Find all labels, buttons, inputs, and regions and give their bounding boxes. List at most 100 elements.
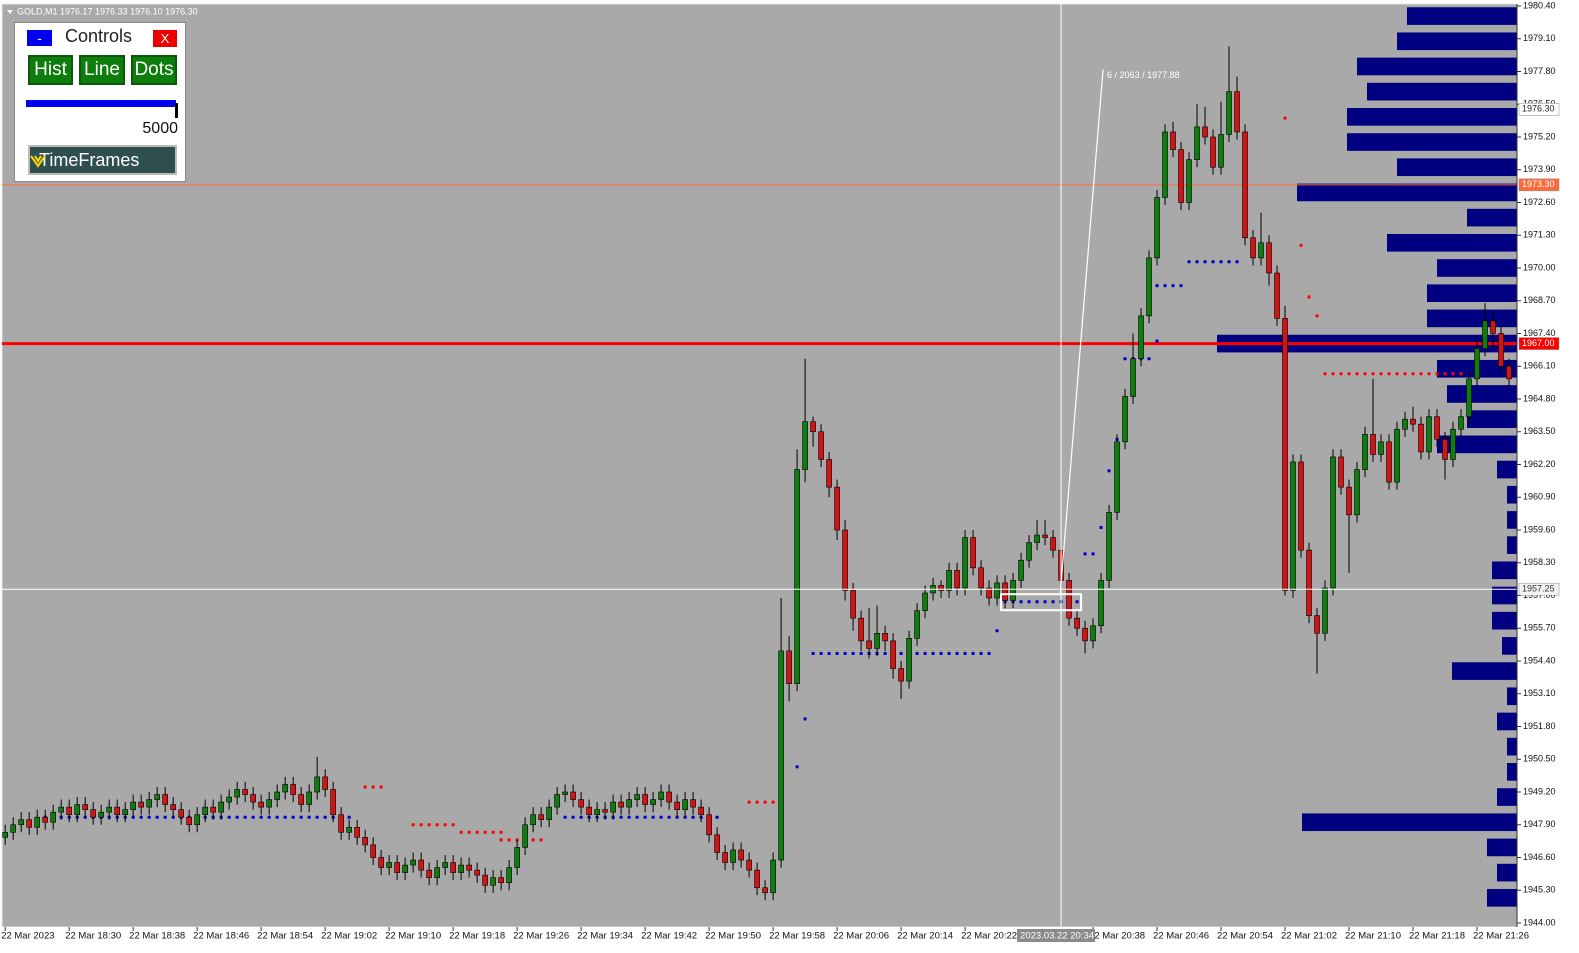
x-tick-label: 22 Mar 19:42 [641, 931, 697, 942]
x-tick-label: 22 Mar 18:30 [65, 931, 121, 942]
candle-body [954, 570, 960, 589]
profile-bar [1397, 158, 1517, 177]
timeframes-label: TimeFrames [39, 149, 140, 170]
candle-body [386, 862, 392, 868]
candle-body [1298, 461, 1304, 551]
y-tick-label: 1950.50 [1523, 754, 1556, 764]
profile-bar [1437, 435, 1517, 454]
x-tick-label: 22 Mar 19:02 [321, 931, 377, 942]
price-line-label-box [1518, 178, 1560, 192]
profile-bar [1427, 284, 1517, 303]
candle-body [1322, 587, 1328, 634]
candle-body [786, 650, 792, 684]
candle-body [970, 537, 976, 569]
close-button[interactable]: X [153, 30, 177, 47]
candle-body [754, 869, 760, 889]
candle-body [762, 887, 768, 894]
hist-button[interactable]: Hist [28, 55, 73, 85]
profile-bar [1467, 410, 1517, 428]
y-tick-label: 1979.10 [1523, 33, 1556, 43]
profile-bar [1487, 838, 1517, 857]
candle-body [714, 834, 720, 853]
timeframes-button[interactable]: TimeFrames [28, 145, 177, 175]
x-tick-label: 22 Mar 20:14 [897, 931, 953, 942]
candle-body [962, 537, 968, 589]
y-tick-label: 1971.30 [1523, 230, 1556, 240]
candle-body [1250, 237, 1256, 259]
line-button[interactable]: Line [79, 55, 125, 85]
profile-bar [1347, 108, 1517, 126]
candle-body [1202, 126, 1208, 138]
y-tick-label: 1972.60 [1523, 197, 1556, 207]
profile-bar [1507, 485, 1517, 504]
candle-body [658, 791, 664, 800]
minimize-button[interactable]: - [27, 30, 52, 46]
candle-body [586, 806, 592, 815]
y-tick-label: 1964.80 [1523, 393, 1556, 403]
slider-thumb[interactable] [175, 103, 178, 118]
candle-body [1138, 315, 1144, 359]
candle-body [290, 784, 296, 795]
x-tick-label: 22 Mar 18:46 [193, 931, 249, 942]
x-tick-label: 22 Mar 21:18 [1409, 931, 1465, 942]
x-tick-label: 22 Mar 20:54 [1217, 931, 1273, 942]
candle-body [1090, 625, 1096, 642]
candle-body [1386, 441, 1392, 483]
ruler-line [1059, 69, 1104, 594]
candle-body [546, 806, 552, 821]
candle-body [730, 849, 736, 863]
profile-bar [1367, 82, 1517, 101]
slider-track[interactable] [26, 100, 176, 107]
profile-bar [1507, 763, 1517, 781]
ruler-label: 6 / 2063 / 1977.88 [1107, 70, 1180, 80]
candle-body [1402, 418, 1408, 430]
candle-body [1194, 126, 1200, 160]
x-tick-label: 22 Mar 21:10 [1345, 931, 1401, 942]
candle-body [434, 867, 440, 878]
candle-body [722, 852, 728, 863]
candle-body [250, 794, 256, 803]
candle-body [1066, 580, 1072, 619]
y-tick-label: 1973.90 [1523, 164, 1556, 174]
profile-bar [1347, 133, 1517, 151]
candle-body [650, 799, 656, 805]
candle-body [794, 469, 800, 684]
candle-body [1226, 91, 1232, 135]
candle-body [522, 824, 528, 848]
dots-button[interactable]: Dots [131, 55, 177, 85]
candle-body [1338, 456, 1344, 488]
price-line-label: 1973.30 [1522, 179, 1555, 189]
candle-body [274, 791, 280, 800]
crosshair-time-box [1017, 929, 1096, 942]
candle-body [338, 814, 344, 833]
candle-body [402, 864, 408, 873]
candle-body [738, 849, 744, 861]
candle-body [482, 874, 488, 886]
candle-body [1274, 272, 1280, 319]
candle-body [138, 801, 144, 808]
profile-bar [1427, 309, 1517, 328]
candle-body [1114, 441, 1120, 513]
candle-body [1210, 136, 1216, 168]
candle-body [1106, 512, 1112, 581]
candle-body [378, 857, 384, 868]
candle-body [682, 799, 688, 810]
y-tick-label: 1977.80 [1523, 66, 1556, 76]
candle-body [1474, 348, 1480, 380]
candle-body [946, 570, 952, 591]
bid-label-box [1518, 103, 1560, 116]
y-tick-label: 1966.10 [1523, 361, 1556, 371]
y-tick-label: 1975.20 [1523, 131, 1556, 141]
profile-bar [1407, 7, 1517, 25]
dropdown-icon [30, 155, 46, 168]
candle-body [1506, 365, 1512, 380]
candle-body [354, 826, 360, 838]
candle-body [514, 847, 520, 868]
candle-body [490, 877, 496, 886]
x-tick-label: 22 Mar 19:26 [513, 931, 569, 942]
profile-bar [1437, 259, 1517, 277]
symbol-info: GOLD,M1 1976.17 1976.33 1976.10 1976.30 [17, 6, 198, 16]
x-tick-label: 22 Mar 19:10 [385, 931, 441, 942]
candle-body [746, 859, 752, 871]
